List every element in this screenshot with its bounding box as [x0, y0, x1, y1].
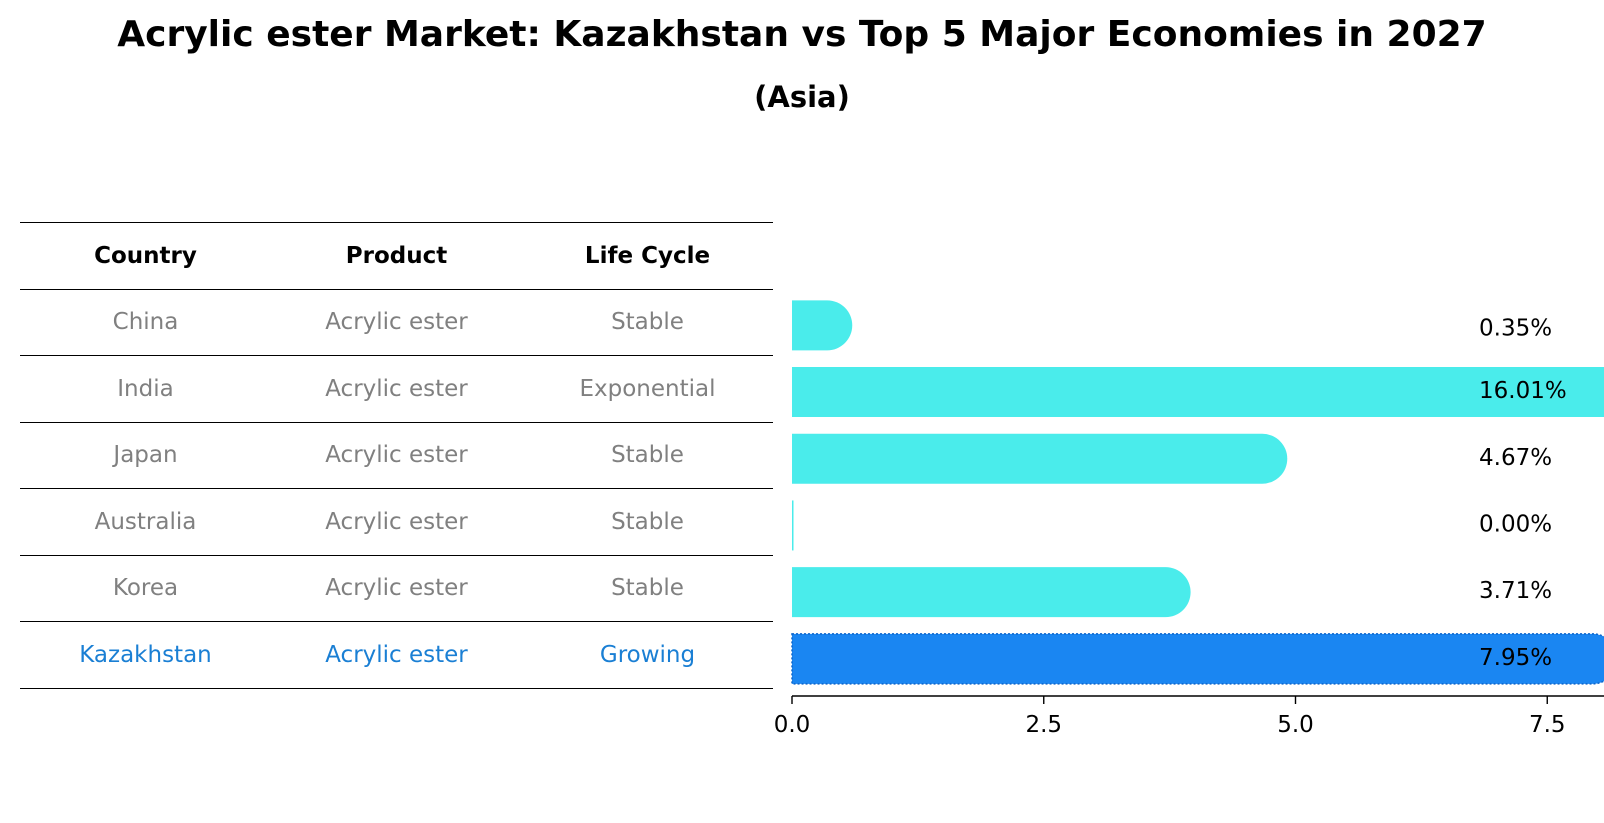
table-row: China Acrylic ester Stable [20, 288, 773, 356]
country-cell: Korea [20, 554, 271, 622]
chart-subtitle: (Asia) [754, 80, 850, 114]
table-row: Korea Acrylic ester Stable [20, 554, 773, 622]
bar-value-label: 4.67% [1479, 445, 1552, 471]
product-cell: Acrylic ester [271, 421, 522, 489]
life-cycle-cell: Stable [522, 488, 773, 555]
country-cell: India [20, 355, 271, 422]
life-cycle-cell: Stable [522, 421, 773, 489]
bar [792, 567, 1191, 618]
product-cell: Acrylic ester [271, 288, 522, 356]
header-product: Product [271, 222, 522, 289]
comparison-table: Country Product Life Cycle China Acrylic… [20, 222, 773, 689]
bar [792, 367, 1604, 418]
header-life-cycle: Life Cycle [522, 222, 773, 289]
life-cycle-cell: Stable [522, 288, 773, 356]
life-cycle-cell: Stable [522, 554, 773, 622]
bar [792, 500, 794, 551]
bar [792, 300, 853, 351]
x-tick-label: 2.5 [1025, 712, 1062, 738]
bar-value-label: 7.95% [1479, 645, 1552, 671]
bar-value-label: 3.71% [1479, 578, 1552, 604]
table-row: Japan Acrylic ester Stable [20, 421, 773, 489]
bar-value-label: 16.01% [1479, 378, 1567, 404]
header-country: Country [20, 222, 271, 289]
country-cell: Japan [20, 421, 271, 489]
table-row: India Acrylic ester Exponential [20, 355, 773, 422]
country-cell: Australia [20, 488, 271, 555]
table-row-highlight: Kazakhstan Acrylic ester Growing [20, 621, 773, 689]
product-cell: Acrylic ester [271, 621, 522, 689]
table-header-row: Country Product Life Cycle [20, 222, 773, 289]
life-cycle-cell: Growing [522, 621, 773, 689]
table-row: Australia Acrylic ester Stable [20, 488, 773, 555]
bar-highlight [792, 633, 1604, 684]
product-cell: Acrylic ester [271, 488, 522, 555]
country-cell: Kazakhstan [20, 621, 271, 689]
x-tick-label: 5.0 [1277, 712, 1314, 738]
x-tick-label: 7.5 [1529, 712, 1566, 738]
bar-value-label: 0.35% [1479, 315, 1552, 341]
product-cell: Acrylic ester [271, 554, 522, 622]
country-cell: China [20, 288, 271, 356]
x-tick-label: 0.0 [774, 712, 811, 738]
product-cell: Acrylic ester [271, 355, 522, 422]
chart-title: Acrylic ester Market: Kazakhstan vs Top … [117, 14, 1487, 55]
bar [792, 433, 1288, 484]
life-cycle-cell: Exponential [522, 355, 773, 422]
bar-value-label: 0.00% [1479, 511, 1552, 537]
bar-highlight-outline [791, 633, 1604, 685]
